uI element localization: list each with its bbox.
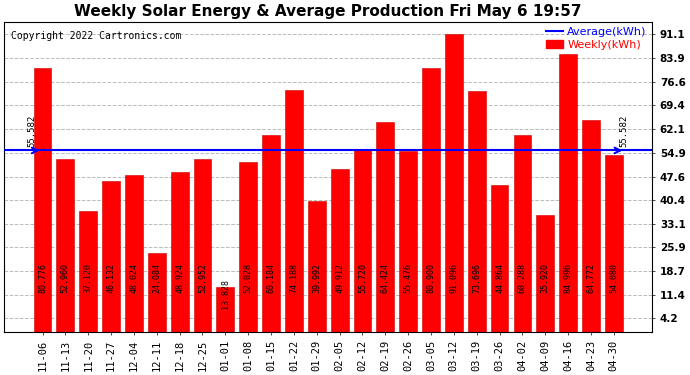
Bar [559,54,577,332]
Text: 48.924: 48.924 [175,263,184,293]
Legend: Average(kWh), Weekly(kWh): Average(kWh), Weekly(kWh) [546,27,647,50]
Text: 24.084: 24.084 [152,263,161,293]
Bar [170,172,188,332]
Bar [536,214,554,332]
Bar [194,159,211,332]
Text: 54.080: 54.080 [609,263,618,293]
Text: 64.424: 64.424 [381,263,390,293]
Text: 37.120: 37.120 [83,263,92,293]
Bar [125,175,143,332]
Bar [513,135,531,332]
Text: 13.828: 13.828 [221,279,230,309]
Text: 52.952: 52.952 [198,263,207,293]
Bar [468,91,486,332]
Bar [308,201,326,332]
Text: 91.096: 91.096 [449,263,458,293]
Bar [34,68,52,332]
Text: 49.912: 49.912 [335,263,344,293]
Bar [582,120,600,332]
Bar [148,253,166,332]
Text: 52.028: 52.028 [244,263,253,293]
Bar [262,135,280,332]
Text: 48.024: 48.024 [130,263,139,293]
Bar [102,181,120,332]
Text: 60.184: 60.184 [266,263,275,293]
Title: Weekly Solar Energy & Average Production Fri May 6 19:57: Weekly Solar Energy & Average Production… [75,4,582,19]
Text: 74.188: 74.188 [289,263,298,293]
Text: 80.776: 80.776 [38,263,47,293]
Text: 55.720: 55.720 [358,263,367,293]
Text: 73.696: 73.696 [472,263,481,293]
Bar [331,169,348,332]
Text: 55.582: 55.582 [28,115,37,147]
Text: 80.900: 80.900 [426,263,435,293]
Bar [605,155,623,332]
Text: 35.920: 35.920 [541,263,550,293]
Bar [422,68,440,332]
Bar [217,287,235,332]
Bar [377,122,394,332]
Text: 60.288: 60.288 [518,263,527,293]
Bar [239,162,257,332]
Text: 55.476: 55.476 [404,263,413,293]
Bar [445,34,463,332]
Bar [285,90,303,332]
Text: 44.864: 44.864 [495,263,504,293]
Text: 64.772: 64.772 [586,263,595,293]
Bar [353,150,371,332]
Text: 55.582: 55.582 [620,115,629,147]
Bar [57,159,75,332]
Text: 52.960: 52.960 [61,263,70,293]
Text: Copyright 2022 Cartronics.com: Copyright 2022 Cartronics.com [10,31,181,41]
Bar [400,151,417,332]
Text: 84.996: 84.996 [564,263,573,293]
Bar [491,186,509,332]
Text: 39.992: 39.992 [313,263,322,293]
Bar [79,211,97,332]
Text: 46.132: 46.132 [106,263,116,293]
